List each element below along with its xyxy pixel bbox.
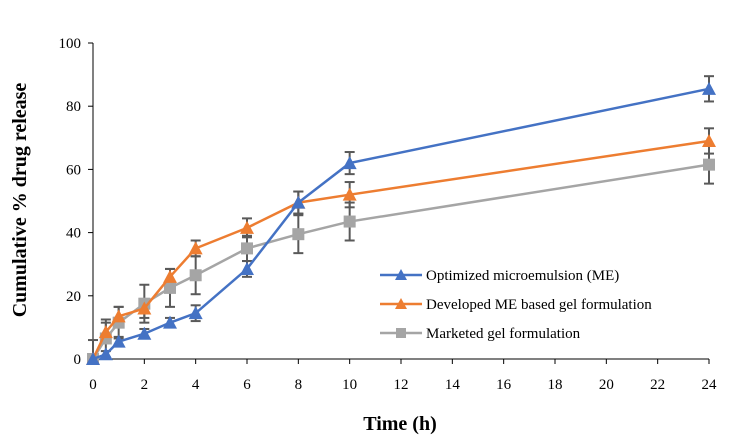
y-tick-label: 0 — [74, 352, 82, 368]
data-point — [291, 195, 306, 209]
data-point — [240, 261, 254, 275]
series-line — [92, 87, 710, 361]
legend-label: Developed ME based gel formulation — [426, 297, 652, 313]
data-point — [137, 301, 152, 315]
data-point — [86, 352, 100, 365]
data-point — [98, 347, 113, 361]
data-point — [241, 242, 253, 255]
legend-marker — [395, 269, 407, 280]
data-point — [703, 158, 715, 171]
data-point — [163, 269, 177, 283]
x-tick-label: 6 — [243, 377, 251, 393]
x-tick-label: 0 — [89, 377, 97, 393]
data-point — [98, 325, 113, 339]
x-tick-label: 8 — [295, 377, 303, 393]
x-tick-label: 14 — [445, 377, 461, 393]
data-point — [292, 228, 305, 241]
data-point — [137, 326, 152, 340]
x-tick-label: 2 — [141, 377, 149, 393]
data-point — [188, 241, 203, 255]
y-tick-label: 100 — [59, 36, 82, 52]
legend-item: Marketed gel formulation — [380, 326, 581, 342]
data-point — [702, 133, 716, 147]
x-tick-label: 24 — [702, 377, 718, 393]
x-tick-label: 12 — [394, 377, 409, 393]
data-point — [342, 187, 357, 201]
series-2 — [87, 158, 715, 365]
y-tick-label: 40 — [66, 226, 81, 242]
legend-label: Marketed gel formulation — [426, 326, 581, 342]
y-tick-label: 20 — [66, 289, 81, 305]
x-axis-title: Time (h) — [363, 413, 437, 435]
series-line — [91, 139, 710, 360]
data-point — [111, 309, 126, 323]
series-layer — [86, 75, 716, 365]
data-point — [702, 81, 716, 95]
x-ticks: 0 2 4 6 8 10 12 14 16 18 20 22 24 — [89, 359, 717, 393]
legend-item: Optimized microemulsion (ME) — [380, 268, 619, 284]
data-point — [342, 156, 357, 170]
x-tick-label: 22 — [650, 377, 665, 393]
data-point — [240, 220, 254, 234]
legend-marker — [396, 328, 406, 338]
x-tick-label: 20 — [599, 377, 614, 393]
data-point — [343, 215, 356, 228]
x-tick-label: 18 — [548, 377, 563, 393]
data-point — [188, 306, 203, 320]
series-line — [91, 163, 710, 360]
legend-label: Optimized microemulsion (ME) — [426, 268, 619, 284]
x-tick-label: 10 — [342, 377, 357, 393]
legend-marker — [395, 298, 407, 309]
legend-item: Developed ME based gel formulation — [380, 297, 652, 313]
y-tick-label: 80 — [66, 99, 81, 115]
legend: Optimized microemulsion (ME) Developed ME… — [380, 268, 652, 342]
data-point — [189, 269, 202, 282]
y-ticks: 0 20 40 60 80 100 — [59, 36, 93, 368]
y-axis-title: Cumulative % drug release — [9, 83, 31, 318]
data-point — [163, 315, 177, 329]
series-0 — [86, 81, 716, 365]
data-point — [164, 281, 176, 294]
data-point — [111, 334, 126, 348]
x-tick-label: 16 — [496, 377, 512, 393]
y-tick-label: 60 — [66, 162, 81, 178]
x-tick-label: 4 — [192, 377, 200, 393]
